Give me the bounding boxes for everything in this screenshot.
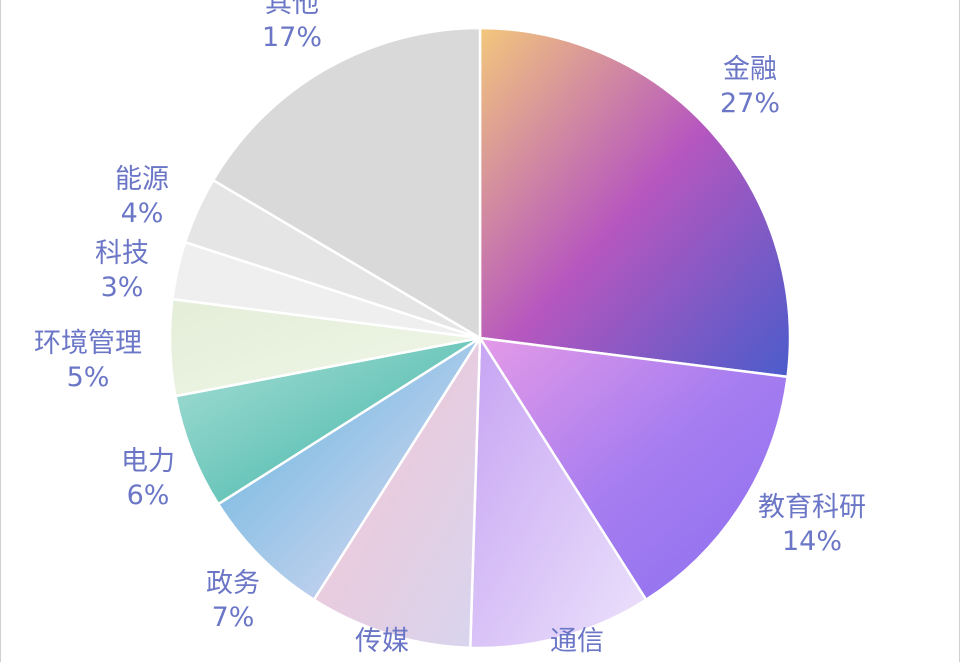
frame-left-line xyxy=(0,0,1,662)
pie-slice-3 xyxy=(312,333,482,650)
slice-label-pct: 17% xyxy=(262,22,322,53)
slice-label-pct: 7% xyxy=(212,602,255,633)
pie-slice-9 xyxy=(211,26,482,341)
slice-label-name: 政务 xyxy=(206,568,260,599)
slice-label-name: 教育科研 xyxy=(758,492,866,523)
pie-slice-0 xyxy=(478,26,792,379)
pie-slices xyxy=(168,26,792,650)
slice-label-name: 能源 xyxy=(115,164,169,195)
slice-label-name: 通信 xyxy=(550,626,604,657)
slice-label-pct: 3% xyxy=(101,272,144,303)
slice-label-pct: 5% xyxy=(67,362,110,393)
pie-slice-1 xyxy=(477,336,789,602)
slice-label-pct: 4% xyxy=(121,198,164,229)
slice-label-pct: 27% xyxy=(720,88,780,119)
slice-label-name: 金融 xyxy=(723,54,777,85)
slice-label-name: 其他 xyxy=(265,0,319,19)
slice-label-name: 电力 xyxy=(121,446,175,477)
slice-label-name: 环境管理 xyxy=(34,328,142,359)
pie-slice-4 xyxy=(216,336,482,602)
slice-label-name: 传媒 xyxy=(355,626,409,657)
slice-label-name: 科技 xyxy=(95,238,149,269)
pie-slice-2 xyxy=(468,333,648,650)
slice-label-pct: 6% xyxy=(127,480,170,511)
slice-label-pct: 14% xyxy=(782,526,842,557)
